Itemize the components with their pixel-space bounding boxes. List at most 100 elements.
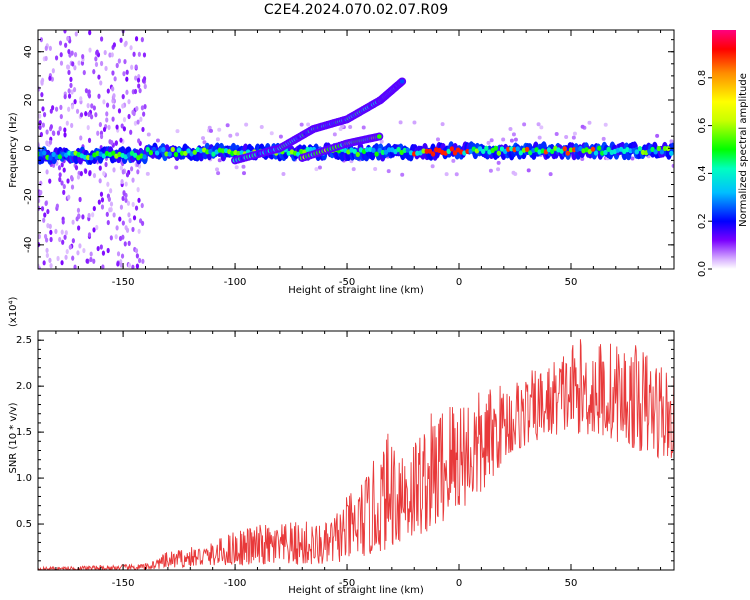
noise-speck bbox=[85, 258, 89, 264]
noise-speck bbox=[61, 219, 65, 225]
noise-speck bbox=[122, 71, 126, 77]
noise-speck bbox=[141, 258, 145, 264]
noise-speck bbox=[44, 200, 48, 207]
noise-speck bbox=[87, 93, 92, 99]
x-tick-label: 50 bbox=[565, 578, 578, 589]
noise-speck bbox=[122, 117, 127, 123]
noise-speck bbox=[86, 103, 90, 109]
noise-speck bbox=[111, 86, 115, 92]
spectrogram-y-ticks: -40 -20 0 20 40 bbox=[23, 39, 674, 270]
band-core bbox=[161, 146, 166, 153]
noise-speck bbox=[77, 60, 81, 66]
noise-speck bbox=[132, 110, 136, 117]
noise-speck bbox=[69, 82, 73, 88]
band-core bbox=[496, 150, 502, 156]
noise-speck bbox=[137, 197, 141, 203]
noise-speck bbox=[66, 35, 70, 42]
band-core bbox=[662, 145, 668, 152]
noise-speck bbox=[42, 217, 46, 223]
noise-speck bbox=[92, 227, 96, 233]
snr-y-label: SNR (10 * v/v) bbox=[8, 402, 19, 473]
spectrogram-y-label: Frequency (Hz) bbox=[8, 112, 19, 188]
y-tick-label: 1.5 bbox=[16, 427, 32, 438]
noise-speck bbox=[48, 223, 52, 229]
noise-speck bbox=[564, 135, 569, 140]
noise-speck bbox=[70, 122, 74, 129]
band-core bbox=[565, 150, 571, 156]
noise-speck bbox=[108, 52, 112, 58]
noise-speck bbox=[130, 166, 134, 172]
noise-speck bbox=[603, 122, 608, 127]
band-core bbox=[396, 146, 401, 153]
noise-speck bbox=[548, 172, 553, 177]
noise-speck bbox=[101, 264, 105, 269]
noise-speck bbox=[129, 129, 133, 135]
noise-speck bbox=[259, 124, 264, 129]
noise-speck bbox=[96, 130, 100, 136]
noise-speck bbox=[244, 122, 249, 127]
noise-speck bbox=[241, 171, 246, 176]
noise-speck bbox=[99, 60, 104, 67]
band-core bbox=[446, 148, 451, 154]
noise-speck bbox=[132, 51, 136, 57]
noise-speck bbox=[107, 124, 111, 130]
band-core bbox=[101, 153, 107, 159]
noise-speck bbox=[111, 116, 115, 122]
noise-speck bbox=[351, 167, 356, 172]
noise-speck bbox=[134, 205, 139, 211]
noise-speck bbox=[65, 248, 69, 255]
band-core bbox=[176, 147, 182, 153]
noise-speck bbox=[109, 201, 114, 207]
noise-speck bbox=[373, 166, 378, 171]
noise-speck bbox=[48, 139, 53, 145]
noise-speck bbox=[94, 112, 98, 118]
noise-speck bbox=[112, 167, 116, 173]
noise-speck bbox=[143, 104, 147, 110]
noise-speck bbox=[45, 252, 49, 259]
noise-speck bbox=[112, 42, 116, 48]
noise-speck bbox=[143, 83, 147, 90]
noise-speck bbox=[76, 174, 81, 180]
noise-speck bbox=[58, 40, 63, 46]
noise-speck bbox=[140, 37, 144, 43]
noise-speck bbox=[74, 31, 78, 37]
noise-speck bbox=[69, 174, 74, 181]
spectrogram-frame bbox=[37, 29, 675, 270]
x-tick-label: -100 bbox=[224, 578, 247, 589]
noise-speck bbox=[124, 40, 128, 46]
noise-speck bbox=[78, 243, 82, 249]
noise-speck bbox=[48, 178, 52, 184]
noise-speck bbox=[108, 139, 112, 145]
noise-speck bbox=[89, 251, 93, 257]
noise-speck bbox=[119, 37, 123, 43]
noise-speck bbox=[78, 196, 82, 203]
noise-speck bbox=[71, 255, 75, 261]
noise-speck bbox=[105, 102, 110, 108]
x-tick-label: -50 bbox=[339, 578, 355, 589]
noise-speck bbox=[201, 136, 206, 141]
y-tick-label: 0 bbox=[23, 145, 34, 151]
snr-y-multiplier: (x10⁴) bbox=[8, 296, 19, 327]
noise-speck bbox=[79, 96, 83, 102]
noise-speck bbox=[41, 122, 45, 128]
noise-speck bbox=[51, 105, 55, 111]
band-core bbox=[499, 146, 505, 152]
noise-speck bbox=[45, 237, 49, 243]
noise-speck bbox=[135, 253, 139, 259]
noise-speck bbox=[105, 117, 109, 123]
noise-speck bbox=[79, 135, 83, 141]
band-core bbox=[164, 151, 169, 157]
noise-speck bbox=[129, 45, 133, 51]
noise-speck bbox=[118, 235, 123, 242]
noise-speck bbox=[88, 47, 92, 53]
band-core bbox=[562, 146, 567, 152]
y-tick-label: 40 bbox=[23, 45, 34, 58]
noise-speck bbox=[110, 52, 114, 58]
band-core bbox=[220, 148, 226, 154]
noise-speck bbox=[99, 244, 103, 250]
noise-speck bbox=[130, 64, 134, 70]
noise-speck bbox=[60, 180, 64, 186]
colorbar-tick-label: 0.8 bbox=[697, 70, 708, 86]
noise-speck bbox=[601, 136, 606, 141]
